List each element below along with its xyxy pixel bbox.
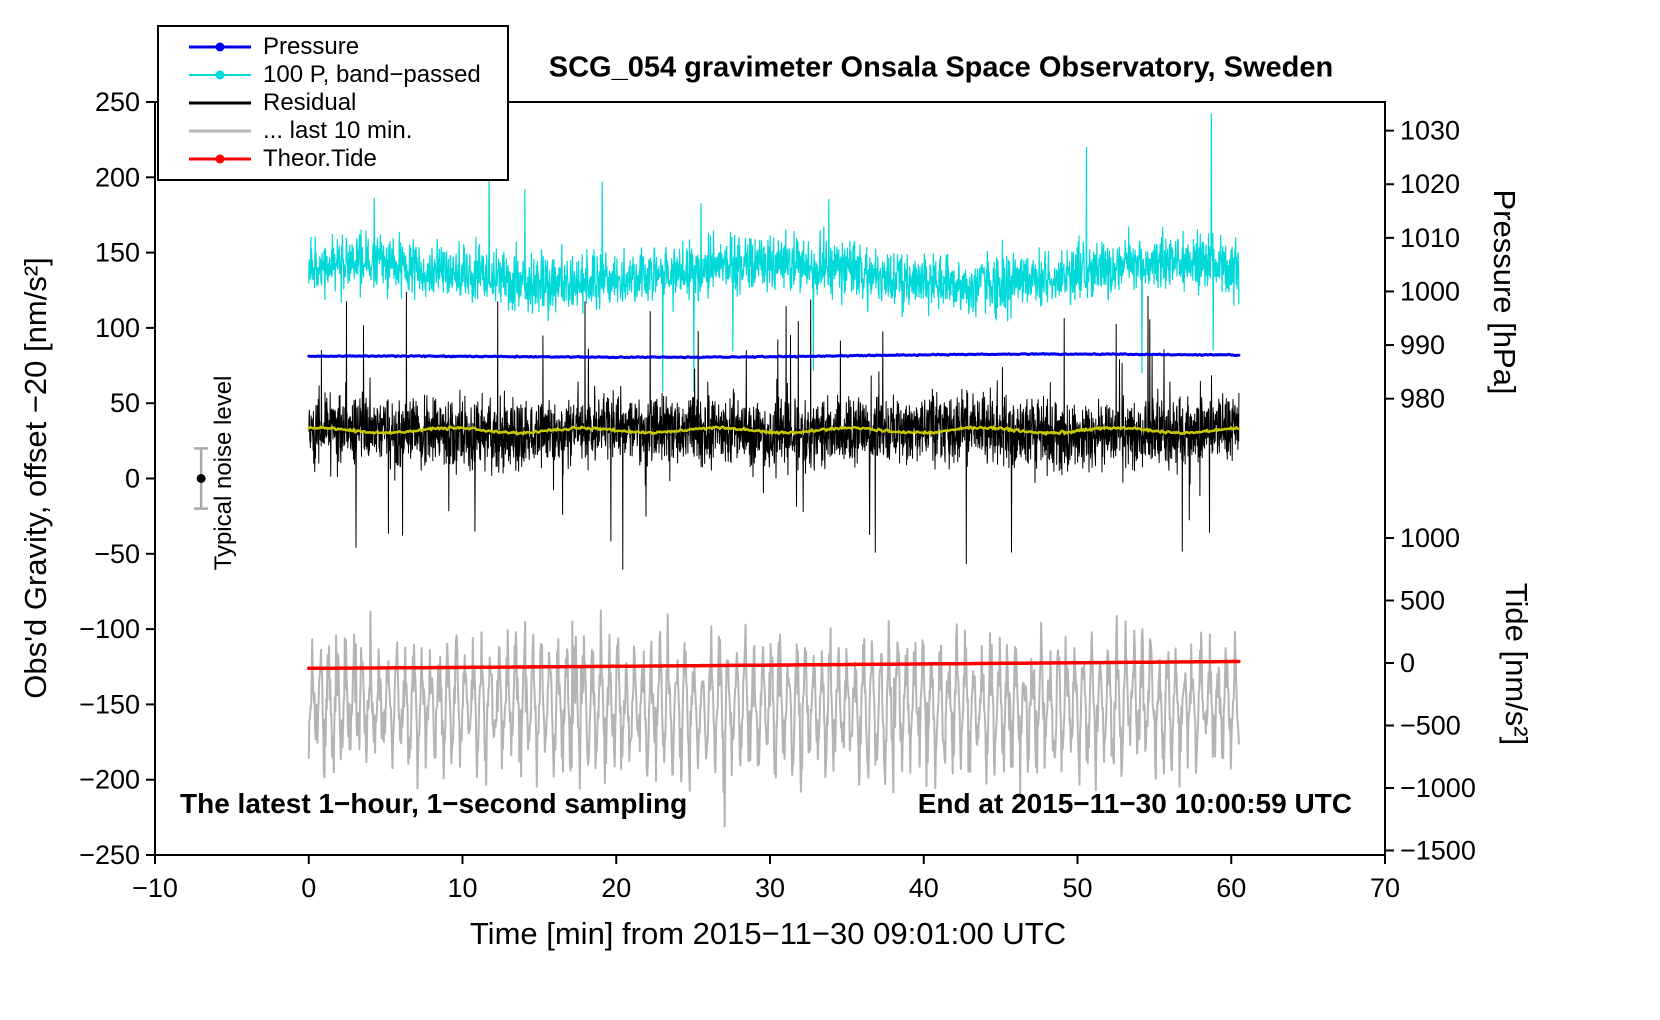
legend-item-label: Pressure <box>263 33 360 60</box>
pressure-tick-label: 1020 <box>1400 169 1460 199</box>
series-group <box>307 113 1241 828</box>
y-tick-label-left: 50 <box>110 388 140 418</box>
left-axis-label: Obs'd Gravity, offset −20 [nm/s²] <box>18 257 53 699</box>
legend-item-pressure: Pressure <box>189 33 499 61</box>
y-tick-label-left: 100 <box>95 313 140 343</box>
series-tide <box>307 659 1241 671</box>
series-residual <box>308 291 1240 570</box>
x-tick-label: 70 <box>1370 873 1400 903</box>
end-time-note: End at 2015−11−30 10:00:59 UTC <box>917 788 1352 819</box>
legend-line-sample <box>189 65 251 85</box>
tide-tick-label: 0 <box>1400 648 1415 678</box>
x-tick-label: 30 <box>755 873 785 903</box>
y-tick-label-left: 250 <box>95 87 140 117</box>
legend-item-label: Theor.Tide <box>263 145 377 172</box>
legend-item-residual: Residual <box>189 89 499 117</box>
y-tick-label-left: 0 <box>125 464 140 494</box>
x-tick-label: 50 <box>1062 873 1092 903</box>
legend-item-tide: Theor.Tide <box>189 145 499 173</box>
series-bandpassed <box>308 113 1240 392</box>
x-axis-label: Time [min] from 2015−11−30 09:01:00 UTC <box>469 916 1067 951</box>
sampling-note: The latest 1−hour, 1−second sampling <box>180 788 688 819</box>
chart-title: SCG_054 gravimeter Onsala Space Observat… <box>548 51 1334 84</box>
x-tick-label: −10 <box>132 873 178 903</box>
tide-axis-label: Tide [nm/s²] <box>1499 582 1534 746</box>
x-tick-label: 40 <box>909 873 939 903</box>
tide-tick-label: 1000 <box>1400 523 1460 553</box>
y-tick-label-left: −150 <box>79 689 140 719</box>
legend-item-last10: ... last 10 min. <box>189 117 499 145</box>
pressure-tick-label: 980 <box>1400 384 1445 414</box>
y-tick-label-left: 200 <box>95 162 140 192</box>
y-tick-label-left: −50 <box>94 539 140 569</box>
pressure-axis-label: Pressure [hPa] <box>1487 189 1522 395</box>
tide-tick-label: −1500 <box>1400 835 1476 865</box>
legend-line-sample <box>189 121 251 141</box>
pressure-tick-label: 1010 <box>1400 223 1460 253</box>
y-tick-label-left: −200 <box>79 765 140 795</box>
series-last10 <box>307 609 1240 828</box>
pressure-tick-label: 1030 <box>1400 116 1460 146</box>
legend-line-sample <box>189 149 251 169</box>
legend-line-sample <box>189 93 251 113</box>
y-tick-label-left: −250 <box>79 840 140 870</box>
tide-tick-label: −500 <box>1400 710 1461 740</box>
legend: Pressure 100 P, band−passed Residual... la… <box>157 25 509 181</box>
x-tick-label: 20 <box>601 873 631 903</box>
noise-level-marker <box>194 447 209 510</box>
y-tick-label-left: 150 <box>95 238 140 268</box>
x-tick-label: 0 <box>301 873 316 903</box>
noise-level-label: Typical noise level <box>210 375 237 571</box>
pressure-tick-label: 1000 <box>1400 276 1460 306</box>
legend-marker-dot <box>215 70 225 80</box>
axis-ticks: −10 0 10 20 30 40 50 60 70250200150100500−50−100… <box>79 87 1476 903</box>
legend-marker-dot <box>215 42 225 52</box>
series-pressure <box>307 352 1241 360</box>
pressure-tick-label: 990 <box>1400 330 1445 360</box>
x-tick-label: 60 <box>1216 873 1246 903</box>
tide-tick-label: 500 <box>1400 585 1445 615</box>
series-residual-mean <box>307 425 1241 436</box>
x-tick-label: 10 <box>447 873 477 903</box>
legend-item-bandpassed: 100 P, band−passed <box>189 61 499 89</box>
legend-item-label: ... last 10 min. <box>263 117 413 144</box>
y-tick-label-left: −100 <box>79 614 140 644</box>
legend-line-sample <box>189 37 251 57</box>
legend-marker-dot <box>215 154 225 164</box>
legend-item-label: 100 P, band−passed <box>263 61 481 88</box>
legend-item-label: Residual <box>263 89 357 116</box>
tide-tick-label: −1000 <box>1400 773 1476 803</box>
